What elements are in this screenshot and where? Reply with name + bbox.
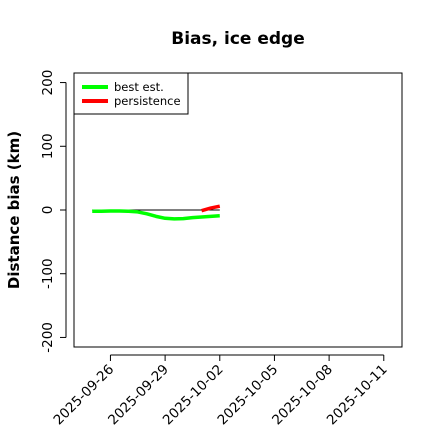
x-axis: 2025-09-262025-09-292025-10-022025-10-05… <box>50 354 391 428</box>
y-tick-label: 200 <box>40 70 56 96</box>
legend-label: best est. <box>114 80 164 94</box>
chart-title: Bias, ice edge <box>171 29 305 49</box>
series-line-best-est <box>92 209 220 221</box>
y-tick-label: 100 <box>40 133 56 159</box>
y-tick-label: -100 <box>40 258 56 289</box>
series-line-persistence <box>201 204 221 213</box>
y-axis: -200 -100 0 100 200 <box>40 70 67 353</box>
plot-frame <box>73 72 403 348</box>
plot-area <box>92 204 221 221</box>
y-tick-label: 0 <box>40 206 56 215</box>
legend-box <box>73 72 189 115</box>
legend: best est.persistence <box>73 72 189 115</box>
y-axis-label: Distance bias (km) <box>5 131 23 289</box>
y-tick-label: -200 <box>40 322 56 353</box>
legend-label: persistence <box>114 94 181 108</box>
